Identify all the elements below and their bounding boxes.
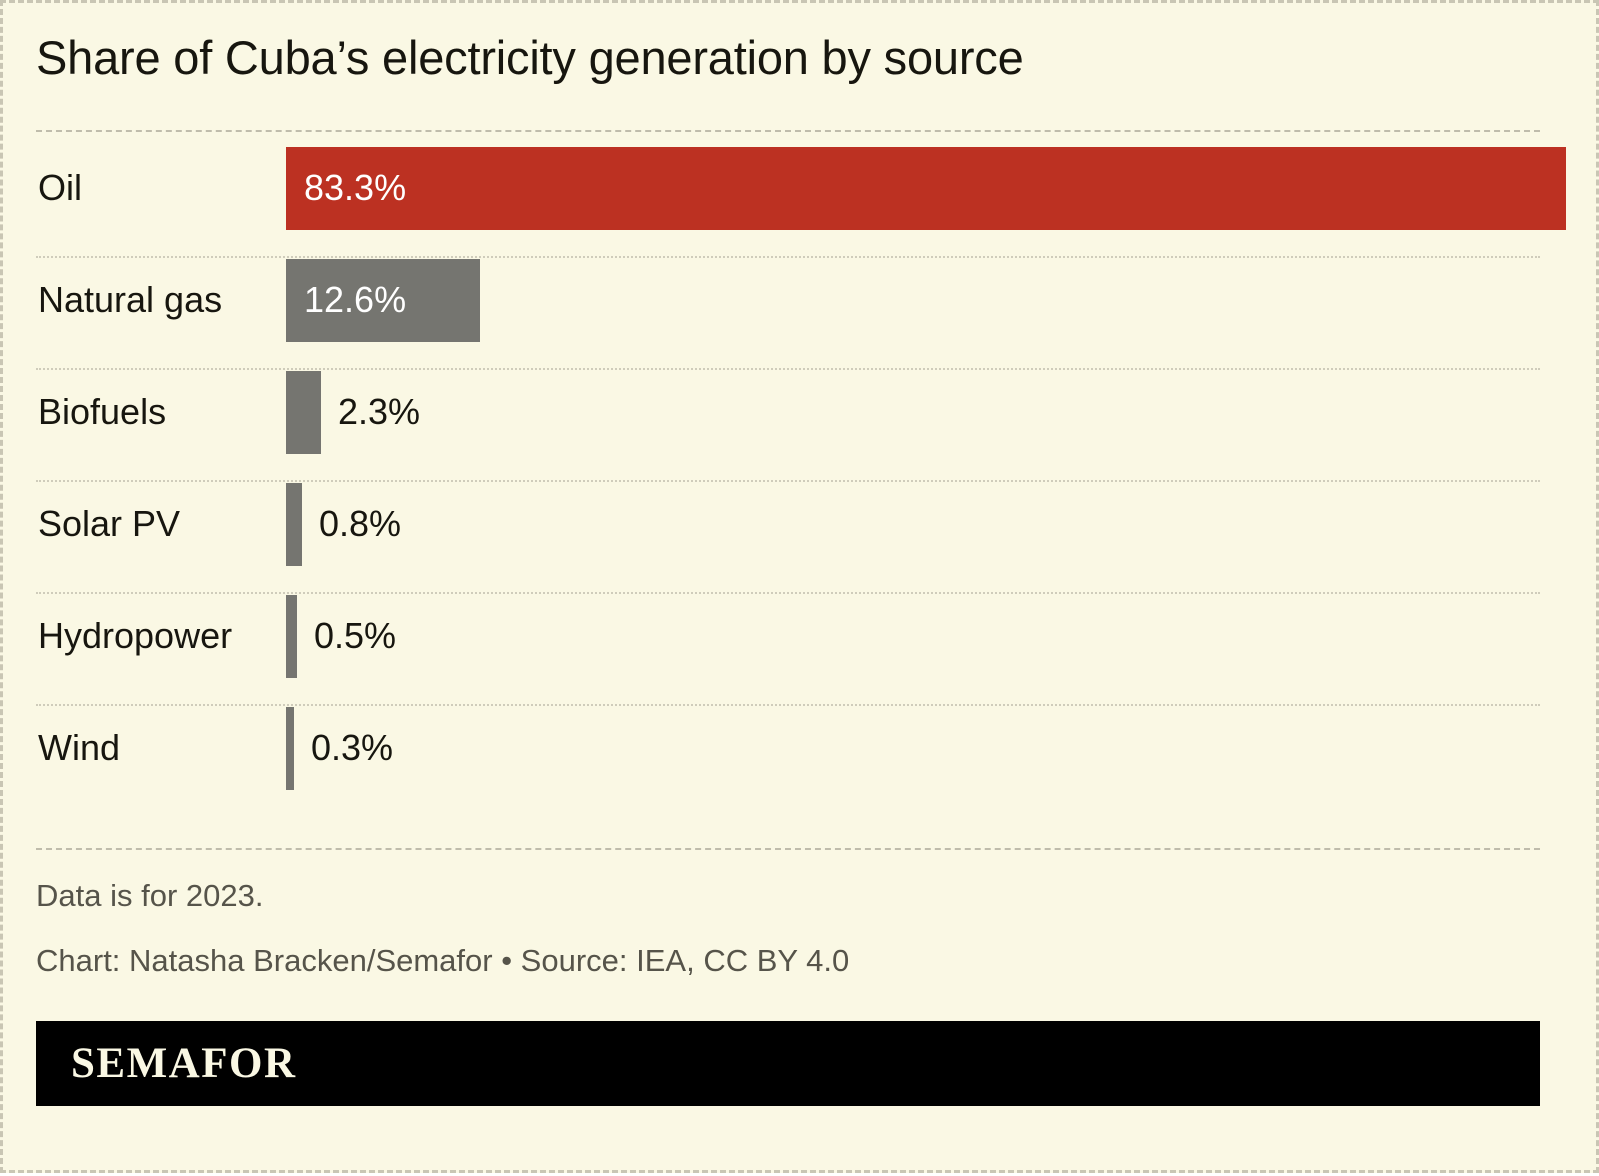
bar-wind bbox=[286, 706, 294, 790]
bar-oil: 83.3% bbox=[286, 146, 1566, 230]
row-divider bbox=[36, 368, 1540, 370]
bar-value-label: 12.6% bbox=[304, 279, 407, 320]
bar-hydropower bbox=[286, 594, 297, 678]
bar-value-label: 0.5% bbox=[314, 615, 397, 656]
table-row: Natural gas 12.6% bbox=[3, 244, 1599, 356]
page-title: Share of Cuba’s electricity generation b… bbox=[36, 31, 1024, 84]
bar-track: 12.6% bbox=[286, 244, 480, 356]
table-row: Biofuels 2.3% bbox=[3, 356, 1599, 468]
bar-category-label: Biofuels bbox=[38, 391, 167, 432]
bar-value-label: 0.8% bbox=[319, 503, 402, 544]
table-row: Solar PV 0.8% bbox=[3, 468, 1599, 580]
row-divider bbox=[36, 592, 1540, 594]
bar-value-label: 83.3% bbox=[304, 167, 407, 208]
table-row: Hydropower 0.5% bbox=[3, 580, 1599, 692]
bar-category-label: Oil bbox=[38, 167, 82, 208]
semafor-wordmark: SEMAFOR bbox=[71, 1040, 297, 1087]
bar-category-label: Wind bbox=[38, 727, 121, 768]
footer-divider bbox=[36, 848, 1540, 850]
row-divider bbox=[36, 480, 1540, 482]
chart-footnote: Data is for 2023. bbox=[36, 878, 264, 913]
bar-value-label: 0.3% bbox=[311, 727, 394, 768]
table-row: Wind 0.3% bbox=[3, 692, 1599, 804]
bar-track: 0.3% bbox=[286, 692, 393, 804]
semafor-logo-bar: SEMAFOR bbox=[36, 1021, 1540, 1106]
bar-track: 0.5% bbox=[286, 580, 396, 692]
bar-chart-plot: Oil 83.3% Natural gas 12.6% Biofuels 2 bbox=[3, 3, 1599, 1176]
bar-biofuels bbox=[286, 370, 321, 454]
bar-solar-pv bbox=[286, 482, 302, 566]
bar-category-label: Hydropower bbox=[38, 615, 233, 656]
row-divider bbox=[36, 256, 1540, 258]
bar-category-label: Natural gas bbox=[38, 279, 223, 320]
bar-value-label: 2.3% bbox=[338, 391, 421, 432]
table-row: Oil 83.3% bbox=[3, 132, 1599, 244]
bar-natural-gas: 12.6% bbox=[286, 258, 480, 342]
bar-track: 2.3% bbox=[286, 356, 420, 468]
row-divider bbox=[36, 704, 1540, 706]
chart-credit: Chart: Natasha Bracken/Semafor • Source:… bbox=[36, 943, 850, 978]
bar-category-label: Solar PV bbox=[38, 503, 181, 544]
bar-track: 0.8% bbox=[286, 468, 401, 580]
bar-track: 83.3% bbox=[286, 132, 1566, 244]
header-divider bbox=[36, 130, 1540, 132]
